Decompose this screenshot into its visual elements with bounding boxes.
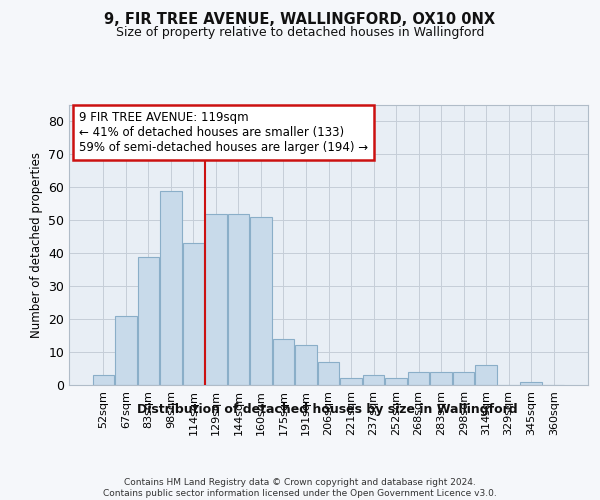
Bar [92, 375, 114, 385]
Y-axis label: Number of detached properties: Number of detached properties [29, 152, 43, 338]
Bar [453, 372, 475, 385]
Bar [295, 346, 317, 385]
Text: Size of property relative to detached houses in Wallingford: Size of property relative to detached ho… [116, 26, 484, 39]
Text: Contains HM Land Registry data © Crown copyright and database right 2024.
Contai: Contains HM Land Registry data © Crown c… [103, 478, 497, 498]
Text: 9 FIR TREE AVENUE: 119sqm
← 41% of detached houses are smaller (133)
59% of semi: 9 FIR TREE AVENUE: 119sqm ← 41% of detac… [79, 110, 368, 154]
Bar [160, 190, 182, 385]
Bar [340, 378, 362, 385]
Bar [228, 214, 249, 385]
Bar [363, 375, 384, 385]
Bar [250, 217, 272, 385]
Bar [475, 365, 497, 385]
Text: 9, FIR TREE AVENUE, WALLINGFORD, OX10 0NX: 9, FIR TREE AVENUE, WALLINGFORD, OX10 0N… [104, 12, 496, 28]
Bar [430, 372, 452, 385]
Bar [408, 372, 429, 385]
Bar [520, 382, 542, 385]
Bar [318, 362, 339, 385]
Bar [385, 378, 407, 385]
Bar [115, 316, 137, 385]
Bar [273, 339, 294, 385]
Bar [182, 244, 204, 385]
Text: Distribution of detached houses by size in Wallingford: Distribution of detached houses by size … [137, 402, 517, 415]
Bar [205, 214, 227, 385]
Bar [137, 256, 159, 385]
